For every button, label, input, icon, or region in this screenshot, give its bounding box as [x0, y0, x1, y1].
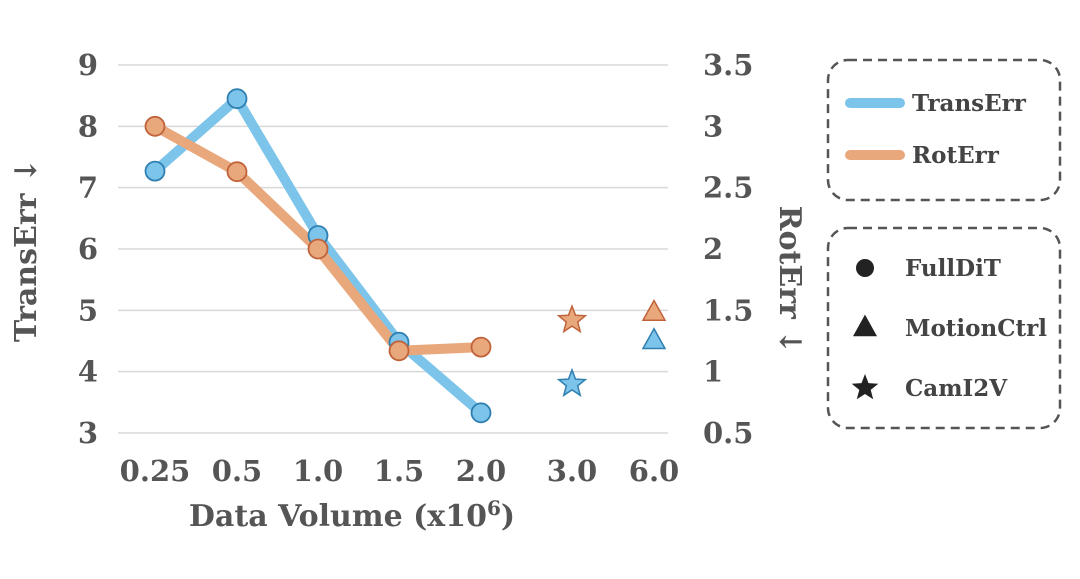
legend-marker-star	[851, 374, 879, 400]
legend-label-fulldit: FullDiT	[905, 255, 1001, 282]
legend-methods-box	[826, 226, 1062, 430]
other-methods-group	[556, 298, 667, 398]
y-axis-right-title: RotErr ↓	[772, 206, 807, 355]
y-left-tick-label: 4	[78, 355, 98, 389]
legend-label-roterr: RotErr	[912, 142, 1000, 169]
y-right-tick-label: 2.5	[703, 171, 753, 205]
y-right-tick-label: 0.5	[703, 416, 753, 450]
legend-label-cami2v: CamI2V	[905, 375, 1008, 402]
x-axis-title-main: Data Volume (x10	[189, 499, 487, 534]
point-motionctrl-roterr	[641, 298, 667, 322]
y-left-tick-label: 8	[78, 109, 98, 143]
legend-method-items: FullDiT MotionCtrl CamI2V	[851, 255, 1047, 402]
point-roterr	[388, 340, 410, 362]
y-left-tick-label: 3	[78, 416, 98, 450]
y-right-tick-label: 2	[703, 232, 723, 266]
legend-series-box	[826, 58, 1062, 202]
y-axis-left-title: TransErr ↓	[9, 158, 44, 342]
point-motionctrl-transerr	[641, 327, 667, 350]
x-tick-label: 6.0	[629, 454, 679, 488]
y-right-tick-label: 3	[703, 109, 723, 143]
y-left-tick-label: 5	[78, 293, 98, 327]
y-right-tick-label: 3.5	[703, 48, 753, 82]
x-tick-label: 3.0	[547, 454, 597, 488]
x-tick-label: 0.25	[120, 454, 191, 488]
point-transerr	[226, 88, 248, 110]
gridlines	[118, 64, 668, 434]
legend-label-transerr: TransErr	[912, 90, 1027, 117]
legend-label-motionctrl: MotionCtrl	[905, 315, 1047, 342]
legend-marker-circle	[856, 259, 874, 277]
series-group	[144, 88, 492, 424]
y-left-tick-label: 7	[78, 171, 98, 205]
legend-series-items: TransErr RotErr	[845, 90, 1027, 169]
x-tick-label: 0.5	[212, 454, 262, 488]
point-transerr	[470, 402, 492, 424]
point-roterr	[226, 161, 248, 183]
x-axis-ticks: 0.25 0.5 1.0 1.5 2.0 3.0 6.0	[120, 454, 680, 488]
point-roterr	[144, 115, 166, 137]
y-axis-right-ticks: 0.5 1 1.5 2 2.5 3 3.5	[703, 48, 753, 450]
y-right-tick-label: 1	[703, 355, 723, 389]
y-left-tick-label: 6	[78, 232, 98, 266]
point-transerr	[144, 160, 166, 182]
point-roterr	[307, 238, 329, 260]
point-cami2v-roterr	[556, 303, 588, 334]
y-left-tick-label: 9	[78, 48, 98, 82]
point-cami2v-transerr	[556, 367, 588, 398]
x-axis-title: Data Volume (x106)	[189, 496, 515, 534]
legend-marker-triangle	[853, 314, 877, 337]
x-axis-title-close: )	[501, 499, 515, 534]
y-axis-left-ticks: 3 4 5 6 7 8 9	[78, 48, 98, 450]
x-tick-label: 1.0	[293, 454, 343, 488]
y-right-tick-label: 1.5	[703, 293, 753, 327]
point-roterr	[470, 336, 492, 358]
x-tick-label: 2.0	[456, 454, 506, 488]
x-axis-title-sup: 6	[487, 496, 501, 520]
legend-methods: FullDiT MotionCtrl CamI2V	[826, 226, 1062, 430]
x-tick-label: 1.5	[374, 454, 424, 488]
legend-series: TransErr RotErr	[826, 58, 1062, 202]
